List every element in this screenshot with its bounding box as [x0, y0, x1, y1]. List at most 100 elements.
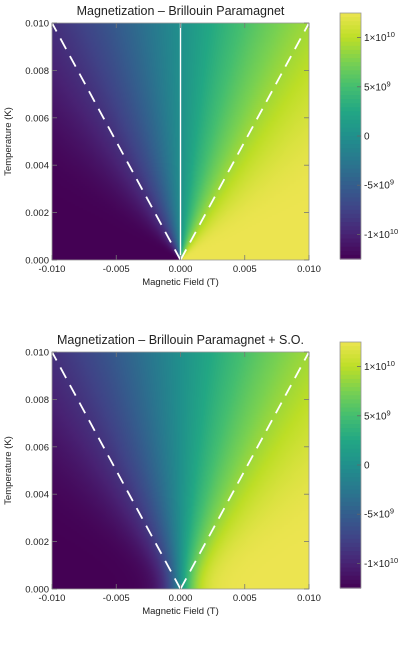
colorbar-tick-mantissa: -1×10 [364, 559, 390, 570]
colorbar-segment [340, 370, 361, 376]
colorbar-segment [340, 131, 361, 137]
colorbar-segment [340, 571, 361, 577]
colorbar-tick-label: 0 [364, 132, 370, 143]
colorbar-segment [340, 66, 361, 71]
colorbar-segment [340, 542, 361, 548]
x-tick-label: 0.000 [169, 264, 193, 275]
colorbar-tick-label: 1×1010 [364, 359, 395, 373]
dashed-guide-line [51, 22, 182, 261]
colorbar-segment [340, 547, 361, 552]
colorbar-segment [340, 152, 361, 158]
dashed-guide-line [179, 351, 310, 590]
colorbar-tick-exponent: 9 [390, 178, 394, 187]
colorbar-segment [340, 209, 361, 215]
chart-panel-brillouin: Magnetization – Brillouin Paramagnet -0.0… [3, 4, 398, 288]
colorbar-tick-exponent: 9 [390, 507, 394, 516]
colorbar-segment [340, 522, 361, 528]
colorbar-segment [340, 428, 361, 433]
colorbar-segment [340, 37, 361, 43]
colorbar-segment [340, 551, 361, 556]
colorbar-segment [340, 358, 361, 364]
colorbar-segment [340, 185, 361, 190]
colorbar-segment [340, 218, 361, 223]
colorbar-tick-label: -1×1010 [364, 227, 398, 241]
colorbar-segment [340, 111, 361, 117]
colorbar-segment [340, 407, 361, 413]
colorbar-segment [340, 448, 361, 454]
colorbar-segment [340, 238, 361, 244]
colorbar-segment [340, 25, 361, 30]
colorbar-segment [340, 21, 361, 26]
colorbar-segment [340, 374, 361, 380]
colorbar-segment [340, 489, 361, 495]
colorbar-segment [340, 172, 361, 178]
x-tick-label: -0.005 [103, 264, 130, 275]
colorbar-segment [340, 103, 361, 108]
colorbar-segment [340, 383, 361, 388]
colorbar-segment [340, 62, 361, 67]
colorbar-segment [340, 70, 361, 76]
chart-svg: Magnetization – Brillouin Paramagnet -0.0… [3, 4, 398, 288]
colorbar-segment [340, 559, 361, 564]
colorbar-segment [340, 230, 361, 235]
colorbar-segment [340, 497, 361, 503]
x-axis-label: Magnetic Field (T) [142, 277, 219, 288]
colorbar-segment [340, 177, 361, 182]
colorbar-segment [340, 205, 361, 211]
colorbar-segment [340, 362, 361, 368]
colorbar-segment [340, 29, 361, 35]
colorbar-segment [340, 350, 361, 355]
chart-svg: Magnetization – Brillouin Paramagnet + S… [3, 333, 398, 617]
colorbar-segment [340, 575, 361, 581]
colorbar-segment [340, 366, 361, 372]
colorbar-segment [340, 526, 361, 532]
colorbar-segment [340, 213, 361, 219]
colorbar-tick-mantissa: 0 [364, 461, 370, 472]
colorbar-segment [340, 469, 361, 474]
colorbar-segment [340, 54, 361, 59]
x-tick-label: 0.010 [297, 264, 321, 275]
colorbar-segment [340, 346, 361, 351]
colorbar-segment [340, 518, 361, 523]
x-tick-label: 0.000 [169, 593, 193, 604]
colorbar-segment [340, 164, 361, 170]
colorbar-tick-mantissa: 5×10 [364, 82, 387, 93]
colorbar-segment [340, 74, 361, 80]
colorbar-segment [340, 242, 361, 248]
colorbar-segment [340, 58, 361, 63]
colorbar-segment [340, 403, 361, 409]
colorbar-segment [340, 127, 361, 133]
x-axis-label: Magnetic Field (T) [142, 606, 219, 617]
colorbar-segment [340, 197, 361, 203]
colorbar-segment [340, 424, 361, 429]
colorbar-segment [340, 395, 361, 400]
colorbar-tick-label: -5×109 [364, 178, 394, 192]
colorbar-tick-exponent: 10 [387, 30, 395, 39]
colorbar-segment [340, 234, 361, 240]
colorbar-segment [340, 49, 361, 55]
colorbar-segment [340, 436, 361, 441]
y-tick-label: 0.010 [25, 348, 49, 359]
colorbar-tick-label: -5×109 [364, 507, 394, 521]
colorbar-segment [340, 493, 361, 499]
colorbar-segment [340, 246, 361, 252]
colorbar-segment [340, 95, 361, 100]
colorbar-tick-mantissa: 1×10 [364, 362, 387, 373]
colorbar-tick-exponent: 9 [387, 79, 391, 88]
colorbar-tick-mantissa: 1×10 [364, 33, 387, 44]
colorbar-segment [340, 506, 361, 511]
colorbar-segment [340, 250, 361, 256]
y-tick-label: 0.010 [25, 19, 49, 30]
dashed-guide-line [51, 351, 182, 590]
colorbar-segment [340, 534, 361, 540]
colorbar-tick-label: 5×109 [364, 408, 391, 422]
y-tick-label: 0.006 [25, 442, 49, 453]
colorbar-tick-exponent: 10 [390, 227, 398, 236]
colorbar-segment [340, 440, 361, 446]
colorbar-segment [340, 432, 361, 437]
colorbar-tick-mantissa: -1×10 [364, 230, 390, 241]
colorbar-segment [340, 567, 361, 573]
colorbar-segment [340, 555, 361, 560]
x-tick-label: 0.005 [233, 593, 257, 604]
colorbar-segment [340, 201, 361, 207]
